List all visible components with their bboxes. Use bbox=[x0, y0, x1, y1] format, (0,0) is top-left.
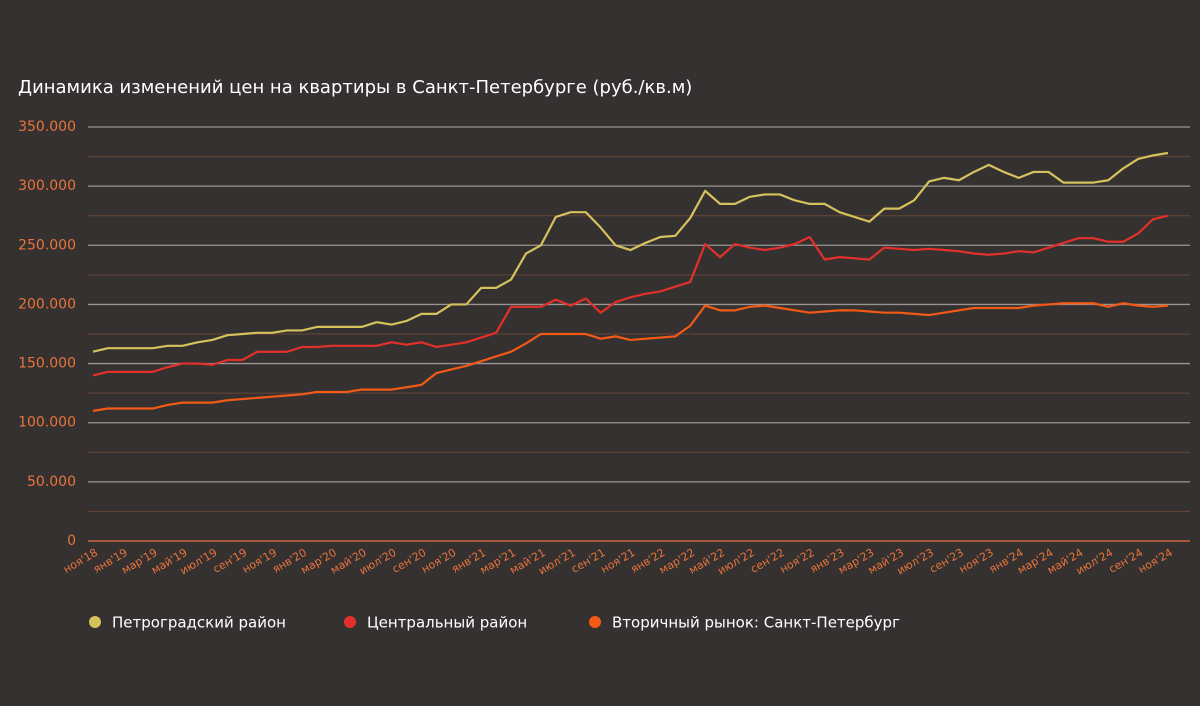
legend-marker bbox=[89, 616, 101, 628]
y-tick-label: 50.000 bbox=[27, 474, 76, 490]
chart-title: Динамика изменений цен на квартиры в Сан… bbox=[18, 77, 692, 98]
y-tick-label: 300.000 bbox=[18, 178, 76, 194]
y-tick-label: 250.000 bbox=[18, 237, 76, 253]
y-tick-label: 150.000 bbox=[18, 356, 76, 372]
legend-label: Петроградский район bbox=[112, 614, 286, 632]
series-line bbox=[92, 302, 1169, 412]
series-line bbox=[92, 214, 1169, 377]
legend-marker bbox=[344, 616, 356, 628]
y-tick-label: 100.000 bbox=[18, 415, 76, 431]
series-line bbox=[92, 151, 1169, 353]
legend-marker bbox=[589, 616, 601, 628]
y-tick-label: 200.000 bbox=[18, 296, 76, 312]
legend-label: Вторичный рынок: Санкт-Петербург bbox=[612, 614, 900, 632]
legend-label: Центральный район bbox=[367, 614, 527, 632]
y-tick-label: 0 bbox=[67, 533, 76, 549]
y-tick-label: 350.000 bbox=[18, 119, 76, 135]
